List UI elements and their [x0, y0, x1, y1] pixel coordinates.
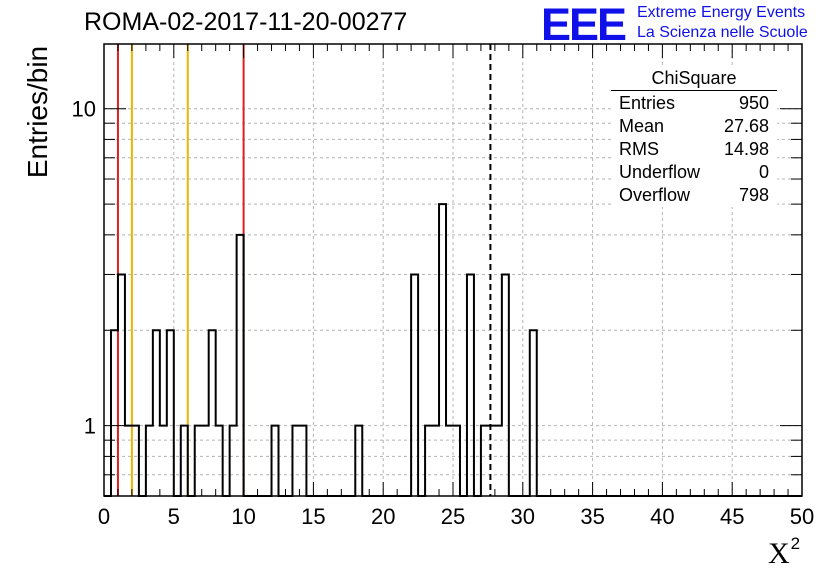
stats-label: Overflow: [619, 185, 691, 205]
histogram-bin: [195, 426, 202, 496]
histogram-bin: [111, 330, 118, 496]
histogram-bin: [495, 426, 502, 496]
histogram-bin: [425, 426, 432, 496]
histogram-bin: [181, 426, 188, 496]
y-axis-label: Entries/bin: [22, 45, 53, 179]
histogram-bin: [146, 426, 153, 496]
eee-logo: EEE: [541, 0, 627, 50]
x-tick-label: 20: [371, 504, 395, 529]
histogram-bin: [125, 426, 132, 496]
histogram-bin: [167, 330, 174, 496]
stats-label: Mean: [619, 116, 665, 136]
histogram-bin: [272, 426, 279, 496]
histogram-bin: [216, 426, 223, 496]
stats-row-overflow: Overflow 798: [611, 184, 777, 207]
stats-value: 798: [738, 185, 769, 205]
histogram-bin: [502, 274, 509, 496]
histogram-bin: [446, 426, 453, 496]
x-tick-label: 5: [168, 504, 180, 529]
x-axis-label-superscript: 2: [790, 534, 801, 553]
histogram-bin: [481, 426, 488, 496]
histogram-bin: [230, 426, 237, 496]
stats-label: Underflow: [619, 162, 701, 182]
histogram-bin: [530, 330, 537, 496]
chart-title: ROMA-02-2017-11-20-00277: [84, 8, 408, 36]
histogram-bin: [292, 426, 299, 496]
stats-value: 950: [738, 93, 769, 113]
histogram-bin: [411, 274, 418, 496]
x-tick-label: 10: [231, 504, 255, 529]
stats-value: 27.68: [723, 116, 769, 136]
stats-value: 14.98: [723, 139, 769, 159]
stats-row-underflow: Underflow 0: [611, 161, 777, 184]
histogram-bin: [202, 426, 209, 496]
logo-line-1: Extreme Energy Events: [637, 4, 806, 21]
histogram-bin: [467, 274, 474, 496]
stats-label: Entries: [619, 93, 676, 113]
histogram-bin: [355, 426, 362, 496]
histogram-bin: [439, 204, 446, 496]
stats-row-rms: RMS 14.98: [611, 138, 777, 161]
x-tick-label: 45: [720, 504, 744, 529]
stats-box: ChiSquare Entries 950 Mean 27.68 RMS 14.98 …: [611, 66, 777, 207]
stats-title: ChiSquare: [611, 66, 777, 91]
histogram-bin: [153, 330, 160, 496]
histogram-bin: [160, 426, 167, 496]
logo-line-2: La Scienza nelle Scuole: [637, 24, 808, 41]
histogram-bin: [299, 426, 306, 496]
x-tick-label: 25: [441, 504, 465, 529]
stats-label: RMS: [619, 139, 659, 159]
y-tick-label: 1: [84, 414, 96, 439]
stats-row-entries: Entries 950: [611, 92, 777, 115]
x-tick-label: 15: [301, 504, 325, 529]
histogram-bin: [453, 426, 460, 496]
x-tick-label: 30: [511, 504, 535, 529]
x-axis-label-base: X: [768, 537, 790, 570]
y-tick-label: 10: [72, 97, 96, 122]
stats-value: 0: [758, 162, 769, 182]
x-tick-label: 50: [790, 504, 814, 529]
x-tick-label: 0: [98, 504, 110, 529]
x-axis-label: X2: [768, 534, 800, 571]
stats-row-mean: Mean 27.68: [611, 115, 777, 138]
histogram-bin: [209, 330, 216, 496]
histogram-bin: [132, 426, 139, 496]
x-tick-label: 40: [650, 504, 674, 529]
histogram-bin: [118, 274, 125, 496]
x-tick-label: 35: [580, 504, 604, 529]
histogram-bin: [432, 426, 439, 496]
